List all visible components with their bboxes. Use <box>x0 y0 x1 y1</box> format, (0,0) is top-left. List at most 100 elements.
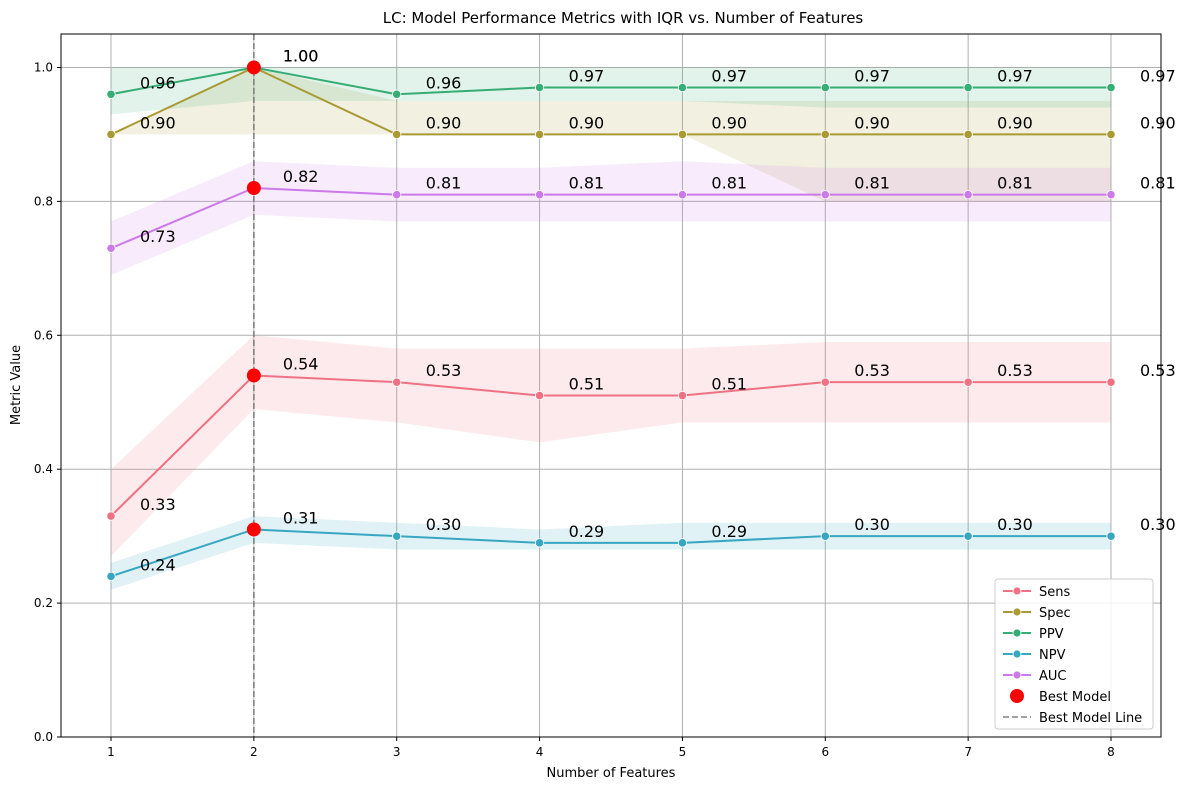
data-label-sens: 0.53 <box>997 361 1033 380</box>
data-point-sens <box>1106 377 1116 387</box>
data-point-ppv <box>392 89 402 99</box>
data-point-ppv <box>106 89 116 99</box>
data-label-npv: 0.29 <box>569 522 605 541</box>
axis-ticks: 1 2 3 4 5 6 7 8 0.0 0.2 0.4 0.6 0.8 1.0 <box>34 60 1115 759</box>
legend-label: Best Model Line <box>1039 711 1142 726</box>
iqr-band-auc <box>111 161 1111 276</box>
data-label-auc: 0.73 <box>140 227 176 246</box>
data-label-ppv: 0.96 <box>426 73 462 92</box>
data-point-spec <box>392 129 402 140</box>
series-line-npv <box>110 528 1111 578</box>
legend-swatch-marker <box>1012 586 1022 596</box>
data-label-ppv: 0.97 <box>997 67 1033 86</box>
data-point-spec <box>106 129 116 140</box>
data-point-ppv <box>1106 82 1116 93</box>
data-point-sens <box>106 511 116 521</box>
legend-item-spec: Spec <box>1003 606 1071 621</box>
best-model-layer <box>246 34 261 737</box>
legend-swatch-marker <box>1012 628 1022 638</box>
data-point-auc <box>534 190 545 200</box>
data-label-ppv: 1.00 <box>283 46 319 65</box>
series-line-sens <box>110 374 1111 517</box>
plot-frame <box>60 33 1162 738</box>
x-tick-label: 7 <box>964 745 972 759</box>
y-tick-label: 1.0 <box>34 60 53 74</box>
legend: Sens Spec PPV NPV AUC Best Model Best Model Li… <box>994 578 1154 730</box>
series-line-auc <box>110 186 1111 250</box>
data-point-ppv <box>677 82 688 93</box>
data-point-sens <box>677 390 688 401</box>
data-label-npv: 0.24 <box>140 555 176 574</box>
data-point-auc <box>392 190 402 200</box>
best-model-point <box>246 60 261 75</box>
data-point-sens <box>534 390 545 401</box>
legend-swatch-marker <box>1012 670 1022 680</box>
x-axis-label: Number of Features <box>547 766 676 781</box>
data-label-spec: 1.00 <box>283 46 319 65</box>
data-point-sens <box>820 377 830 387</box>
x-tick-label: 3 <box>393 745 401 759</box>
data-point-npv <box>106 571 116 581</box>
legend-item-ppv: PPV <box>1003 627 1064 642</box>
data-label-sens: 0.53 <box>1140 361 1176 380</box>
chart-title: LC: Model Performance Metrics with IQR v… <box>383 9 864 27</box>
data-label-auc: 0.81 <box>1140 174 1176 193</box>
x-tick-label: 5 <box>679 745 687 759</box>
data-point-spec <box>534 129 545 140</box>
data-point-spec <box>963 129 973 140</box>
data-point-spec <box>820 129 830 140</box>
y-tick-label: 0.8 <box>34 194 53 208</box>
data-point-auc <box>820 190 830 200</box>
iqr-band-sens <box>111 335 1111 557</box>
iqr-band-ppv <box>111 67 1111 115</box>
x-tick-label: 6 <box>821 745 829 759</box>
data-label-auc: 0.82 <box>283 167 319 186</box>
data-point-sens <box>392 377 402 387</box>
legend-item-sens: Sens <box>1003 585 1070 600</box>
best-model-point <box>246 368 261 383</box>
legend-label: Spec <box>1039 606 1071 621</box>
y-axis-label: Metric Value <box>9 345 24 425</box>
data-label-ppv: 0.97 <box>711 67 747 86</box>
data-label-npv: 0.31 <box>283 508 319 527</box>
data-label-sens: 0.51 <box>569 375 605 394</box>
data-point-ppv <box>963 82 973 93</box>
legend-label: AUC <box>1039 669 1067 684</box>
data-point-auc <box>963 190 973 200</box>
data-label-spec: 0.90 <box>711 113 747 132</box>
legend-label: Sens <box>1039 585 1070 600</box>
legend-swatch-marker <box>1012 607 1022 617</box>
legend-swatch-marker <box>1010 689 1024 703</box>
legend-item-best-model-line: Best Model Line <box>1003 711 1142 726</box>
data-label-spec: 0.90 <box>569 113 605 132</box>
data-point-spec <box>677 129 688 140</box>
data-label-sens: 0.53 <box>426 361 462 380</box>
legend-item-npv: NPV <box>1003 648 1066 663</box>
x-tick-label: 2 <box>250 745 258 759</box>
data-point-ppv <box>820 82 830 93</box>
y-tick-label: 0.0 <box>34 730 53 744</box>
best-model-point <box>246 180 261 195</box>
x-tick-label: 4 <box>536 745 544 759</box>
data-label-ppv: 0.97 <box>569 67 605 86</box>
legend-swatch-marker <box>1012 649 1022 659</box>
data-label-ppv: 0.96 <box>140 73 176 92</box>
data-point-npv <box>392 531 402 541</box>
legend-item-best-model: Best Model <box>1010 689 1111 705</box>
data-label-sens: 0.54 <box>283 354 319 373</box>
legend-item-auc: AUC <box>1003 669 1067 684</box>
y-tick-label: 0.4 <box>34 462 53 476</box>
data-label-ppv: 0.97 <box>1140 67 1176 86</box>
data-label-auc: 0.81 <box>426 174 462 193</box>
legend-box <box>994 578 1154 730</box>
data-label-spec: 0.90 <box>426 113 462 132</box>
legend-label: Best Model <box>1039 690 1111 705</box>
legend-label: PPV <box>1039 627 1064 642</box>
data-label-ppv: 0.97 <box>854 67 890 86</box>
data-label-spec: 0.90 <box>140 113 176 132</box>
data-label-npv: 0.30 <box>426 515 462 534</box>
data-label-auc: 0.81 <box>711 174 747 193</box>
data-point-npv <box>677 538 688 548</box>
x-tick-label: 8 <box>1107 745 1115 759</box>
